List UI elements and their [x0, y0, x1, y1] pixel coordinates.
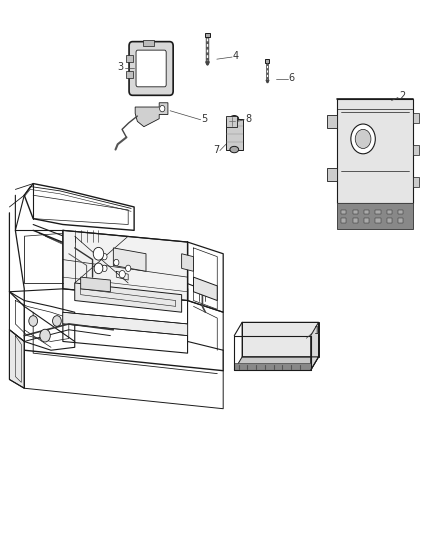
Bar: [205, 33, 210, 37]
Polygon shape: [311, 322, 318, 370]
Bar: [387, 218, 392, 223]
Polygon shape: [194, 277, 217, 301]
Bar: [387, 209, 392, 214]
Bar: [353, 209, 358, 214]
Circle shape: [119, 270, 125, 278]
Polygon shape: [226, 116, 237, 127]
Polygon shape: [10, 330, 24, 388]
Ellipse shape: [230, 147, 239, 153]
Bar: [413, 177, 419, 187]
Text: 7: 7: [213, 144, 219, 155]
Polygon shape: [226, 119, 243, 150]
Text: 8: 8: [245, 114, 251, 124]
Bar: [144, 39, 154, 46]
Bar: [341, 218, 346, 223]
Bar: [413, 114, 419, 123]
Circle shape: [53, 316, 61, 326]
Circle shape: [126, 265, 131, 271]
FancyBboxPatch shape: [136, 50, 166, 87]
Polygon shape: [63, 230, 187, 301]
Circle shape: [159, 106, 165, 112]
Polygon shape: [337, 203, 413, 229]
Bar: [413, 146, 419, 155]
Bar: [398, 209, 403, 214]
Text: 1: 1: [314, 326, 320, 336]
Bar: [375, 209, 381, 214]
Bar: [364, 218, 369, 223]
Circle shape: [355, 130, 371, 149]
Circle shape: [40, 329, 50, 342]
Polygon shape: [113, 248, 146, 271]
Text: 4: 4: [233, 51, 239, 61]
Circle shape: [102, 265, 107, 271]
Bar: [364, 209, 369, 214]
Ellipse shape: [230, 116, 239, 122]
Text: 3: 3: [118, 62, 124, 72]
Polygon shape: [327, 168, 337, 181]
Text: 6: 6: [289, 73, 295, 83]
Polygon shape: [242, 322, 318, 357]
Text: 2: 2: [399, 91, 405, 101]
Polygon shape: [135, 103, 168, 127]
Circle shape: [94, 263, 103, 273]
FancyBboxPatch shape: [129, 42, 173, 95]
Polygon shape: [182, 254, 194, 271]
Bar: [126, 71, 133, 78]
Circle shape: [29, 316, 38, 326]
Polygon shape: [234, 357, 318, 370]
Polygon shape: [327, 115, 337, 128]
Bar: [398, 218, 403, 223]
Circle shape: [114, 260, 119, 266]
Polygon shape: [337, 99, 413, 203]
Text: 5: 5: [201, 114, 208, 124]
Polygon shape: [234, 364, 311, 370]
Circle shape: [351, 124, 375, 154]
Polygon shape: [63, 312, 187, 336]
Bar: [341, 209, 346, 214]
Bar: [126, 55, 133, 62]
Circle shape: [93, 247, 104, 260]
Bar: [265, 59, 269, 63]
Polygon shape: [81, 277, 110, 292]
Polygon shape: [75, 283, 182, 312]
Bar: [353, 218, 358, 223]
Circle shape: [102, 254, 107, 260]
Bar: [375, 218, 381, 223]
